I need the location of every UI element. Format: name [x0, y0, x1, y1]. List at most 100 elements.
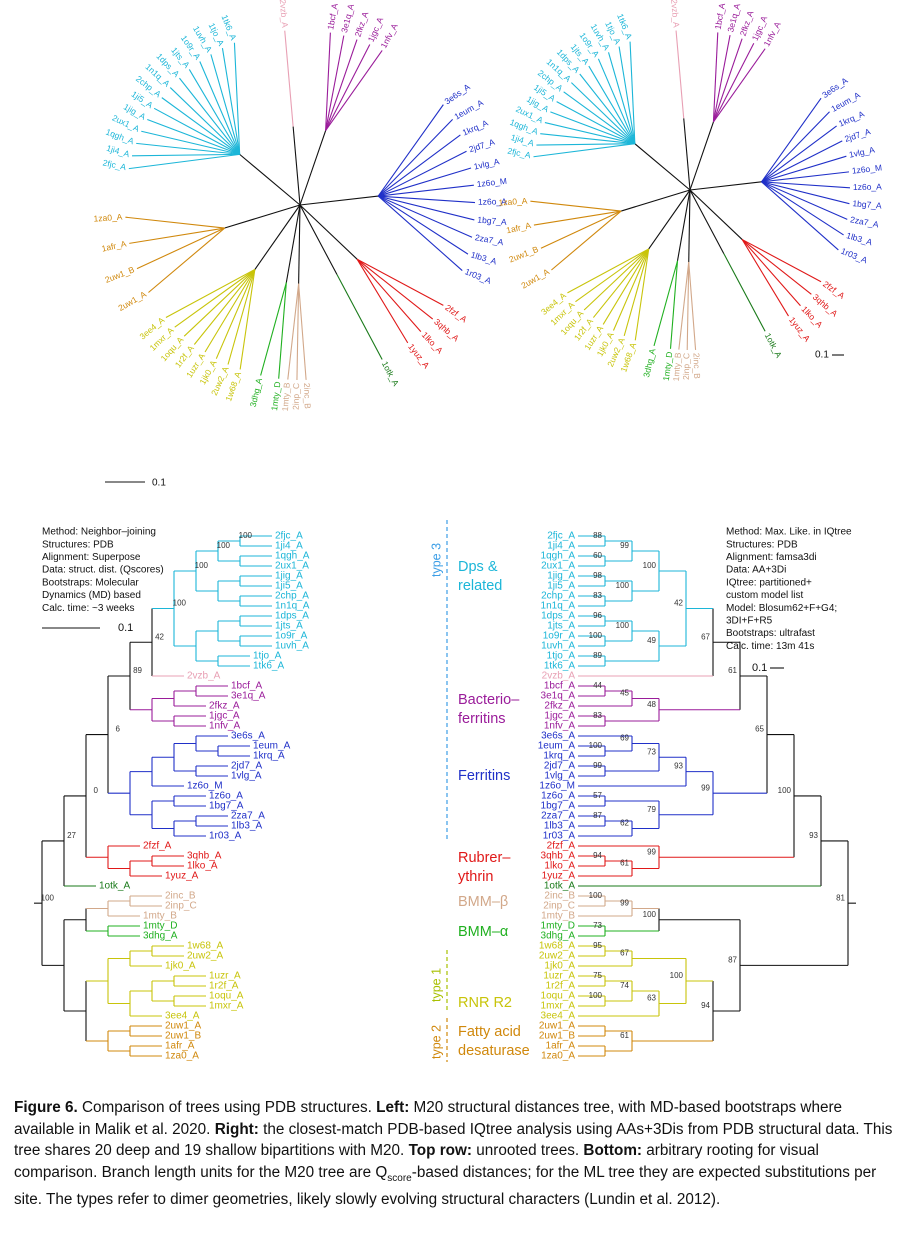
branch — [761, 125, 837, 183]
leaf-label: 1z6o_M — [539, 781, 575, 792]
caption-text: the closest-match PDB-based IQtree analy… — [14, 1120, 893, 1160]
leaf-label: 1ji4_A — [547, 541, 575, 552]
leaf-label: 1o9r_A — [275, 631, 308, 642]
leaf-label: 3ee4_A — [165, 1011, 200, 1022]
leaf-label: 1vlg_A — [848, 144, 876, 159]
leaf-label: 2inp_C — [681, 353, 691, 380]
bootstrap-value: 88 — [593, 531, 602, 540]
branch — [689, 189, 743, 240]
leaf-label: 1mty_D — [541, 921, 575, 932]
leaf-label: 2uw1_B — [507, 244, 540, 265]
leaf-label: 1otk_A — [763, 331, 784, 359]
bootstrap-value: 100 — [589, 631, 603, 640]
leaf-label: 1w68_A — [187, 941, 223, 952]
branch — [563, 91, 636, 145]
caption-text: score — [387, 1172, 412, 1184]
bootstrap-value: 61 — [620, 1031, 629, 1040]
bootstrap-value: 74 — [620, 981, 629, 990]
bootstrap-value: 61 — [620, 859, 629, 868]
branch — [675, 30, 685, 119]
leaf-label: 1yuz_A — [406, 342, 432, 371]
leaf-label: 1mty_B — [143, 911, 177, 922]
leaf-label: 1afr_A — [505, 220, 532, 235]
branch — [712, 48, 766, 123]
leaf-label: 3dhg_A — [248, 377, 264, 408]
method-line: Data: AA+3Di — [726, 565, 786, 576]
leaf-label: 1z6o_M — [187, 781, 223, 792]
group-label: Bacterio– — [458, 692, 520, 708]
leaf-label: 3e6s_A — [231, 731, 265, 742]
leaf-label: 2inc_B — [544, 891, 575, 902]
branch — [193, 269, 256, 345]
figure: 2fjc_A1ji4_A1qgh_A2ux1_A1jig_A1ji5_A2chp… — [34, 0, 882, 1062]
branch — [556, 101, 636, 145]
leaf-label: 3e1q_A — [541, 691, 576, 702]
scale-label: 0.1 — [752, 662, 767, 674]
branch — [761, 171, 850, 183]
leaf-label: 3qhb_A — [541, 851, 576, 862]
leaf-label: 1uzr_A — [543, 971, 575, 982]
branch — [204, 269, 256, 353]
leaf-label: 2za7_A — [474, 232, 505, 247]
bootstrap-value: 67 — [620, 949, 629, 958]
leaf-label: 1r03_A — [463, 266, 492, 286]
leaf-label: 1lko_A — [420, 330, 445, 356]
group-label: ythrin — [458, 869, 493, 885]
branch — [136, 142, 240, 155]
bootstrap-value: 89 — [593, 651, 602, 660]
branch — [567, 248, 649, 294]
branch — [583, 248, 650, 311]
leaf-label: 2inc_B — [165, 891, 196, 902]
branch — [299, 204, 338, 275]
branch — [761, 155, 847, 183]
leaf-label: 1krq_A — [253, 751, 285, 762]
branch — [544, 122, 635, 145]
branch — [378, 195, 476, 204]
leaf-label: 2uw1_A — [116, 289, 148, 313]
branch — [356, 258, 409, 344]
branch — [648, 189, 691, 250]
leaf-label: 1otk_A — [99, 881, 130, 892]
leaf-label: 1oqu_A — [541, 991, 576, 1002]
branch — [761, 140, 843, 183]
leaf-label: 1za0_A — [93, 212, 123, 224]
caption-text: Left: — [376, 1099, 410, 1116]
leaf-label: 1krq_A — [543, 751, 575, 762]
bootstrap-value: 83 — [593, 591, 602, 600]
branch — [530, 200, 622, 212]
bootstrap-value: 100 — [589, 991, 603, 1000]
leaf-label: 1jk0_A — [165, 961, 196, 972]
group-label: desaturase — [458, 1043, 530, 1059]
bootstrap-value: 49 — [647, 636, 656, 645]
type-label: type 2 — [429, 1025, 443, 1059]
branch — [278, 282, 287, 379]
leaf-label: 1tk6_A — [544, 661, 575, 672]
bootstrap-value: 48 — [647, 700, 656, 709]
branch — [618, 46, 636, 144]
leaf-label: 1dps_A — [541, 611, 575, 622]
branch — [634, 248, 650, 341]
bootstrap-value: 93 — [809, 831, 818, 840]
leaf-label: 1o9r_A — [543, 631, 576, 642]
branch — [723, 253, 766, 332]
branch — [761, 181, 851, 189]
bootstrap-value: 99 — [620, 541, 629, 550]
leaf-label: 3dhg_A — [641, 347, 657, 378]
leaf-label: 1bcf_A — [713, 2, 728, 30]
leaf-label: 1mty_D — [143, 921, 177, 932]
bootstrap-value: 87 — [593, 811, 602, 820]
caption-text: unrooted trees. — [472, 1142, 584, 1159]
bootstrap-value: 81 — [836, 893, 845, 902]
leaf-label: 2fzf_A — [547, 841, 576, 852]
branch — [653, 260, 679, 347]
leaf-label: 2za7_A — [849, 214, 880, 229]
branch — [356, 258, 444, 306]
branch — [634, 143, 691, 191]
method-line: custom model list — [726, 590, 803, 601]
branch — [325, 35, 345, 131]
leaf-label: 3e6s_A — [443, 81, 473, 106]
leaf-label: 1mxr_A — [209, 1001, 244, 1012]
leaf-label: 2uw1_B — [165, 1031, 201, 1042]
bootstrap-value: 27 — [67, 831, 76, 840]
leaf-label: 1jig_A — [275, 571, 303, 582]
